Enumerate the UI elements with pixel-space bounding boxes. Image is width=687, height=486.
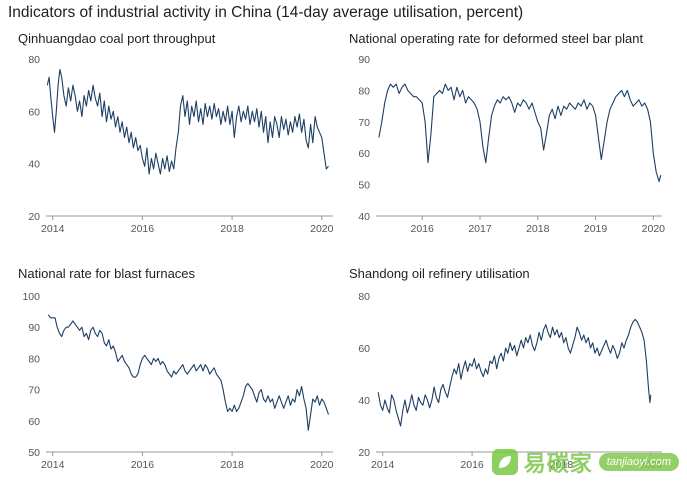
chart-steel-bar: 40 50 60 70 80 90 2016 2017 2018 2019 2020	[358, 54, 665, 235]
y-tick-label-blast-furnaces: 80	[28, 353, 40, 365]
x-tick-label-steel-bar: 2018	[526, 223, 550, 235]
y-tick-label-oil-refinery: 60	[358, 343, 370, 355]
x-tick-label-steel-bar: 2016	[411, 223, 435, 235]
x-tick-label-oil-refinery: 2016	[460, 459, 484, 471]
x-tick-label-oil-refinery: 2018	[550, 459, 574, 471]
y-tick-label-steel-bar: 50	[358, 180, 370, 192]
x-tick-label-steel-bar: 2019	[584, 223, 608, 235]
y-tick-label-steel-bar: 90	[358, 54, 370, 66]
x-tick-label-steel-bar: 2020	[642, 223, 666, 235]
x-tick-label-coal-port: 2018	[220, 223, 244, 235]
y-tick-label-oil-refinery: 20	[358, 447, 370, 459]
watermark-text: 易碳家	[523, 452, 593, 477]
panel-title-oil-refinery: Shandong oil refinery utilisation	[349, 266, 530, 281]
x-tick-label-coal-port: 2014	[41, 223, 65, 235]
y-tick-label-coal-port: 20	[28, 211, 40, 223]
page-title: Indicators of industrial activity in Chi…	[8, 4, 524, 21]
series-line-coal-port	[46, 68, 329, 175]
chart-blast-furnaces: 50 60 70 80 90 100 2014 2016 2018 2020	[22, 291, 333, 471]
x-tick-label-coal-port: 2020	[310, 223, 334, 235]
leaf-logo-icon	[491, 449, 518, 475]
panel-title-blast-furnaces: National rate for blast furnaces	[18, 266, 196, 281]
y-tick-label-steel-bar: 80	[358, 85, 370, 97]
y-tick-label-blast-furnaces: 100	[22, 291, 40, 303]
x-tick-label-coal-port: 2016	[131, 223, 155, 235]
y-tick-label-oil-refinery: 80	[358, 291, 370, 303]
series-line-oil-refinery	[377, 318, 652, 427]
x-tick-label-blast-furnaces: 2018	[220, 459, 244, 471]
y-tick-label-steel-bar: 40	[358, 211, 370, 223]
panel-title-steel-bar: National operating rate for deformed ste…	[349, 31, 644, 46]
panel-title-coal-port: Qinhuangdao coal port throughput	[18, 31, 216, 46]
series-line-blast-furnaces	[47, 314, 330, 431]
y-tick-label-steel-bar: 60	[358, 148, 370, 160]
y-tick-label-steel-bar: 70	[358, 117, 370, 129]
y-tick-label-coal-port: 80	[28, 54, 40, 66]
x-tick-label-blast-furnaces: 2016	[131, 459, 155, 471]
series-line-steel-bar	[378, 83, 662, 183]
y-tick-label-coal-port: 40	[28, 159, 40, 171]
y-tick-label-blast-furnaces: 90	[28, 322, 40, 334]
x-tick-label-steel-bar: 2017	[468, 223, 492, 235]
y-tick-label-oil-refinery: 40	[358, 395, 370, 407]
y-tick-label-blast-furnaces: 50	[28, 447, 40, 459]
x-tick-label-oil-refinery: 2014	[371, 459, 395, 471]
x-tick-label-blast-furnaces: 2020	[310, 459, 334, 471]
watermark-site: tanjiaoyi.com	[598, 453, 679, 471]
x-tick-label-blast-furnaces: 2014	[41, 459, 65, 471]
watermark: 易碳家 tanjiaoyi.com	[491, 446, 679, 478]
chart-coal-port: 20 40 60 80 2014 2016 2018 2020	[28, 54, 333, 235]
y-tick-label-blast-furnaces: 60	[28, 416, 40, 428]
y-tick-label-coal-port: 60	[28, 106, 40, 118]
y-tick-label-blast-furnaces: 70	[28, 385, 40, 397]
